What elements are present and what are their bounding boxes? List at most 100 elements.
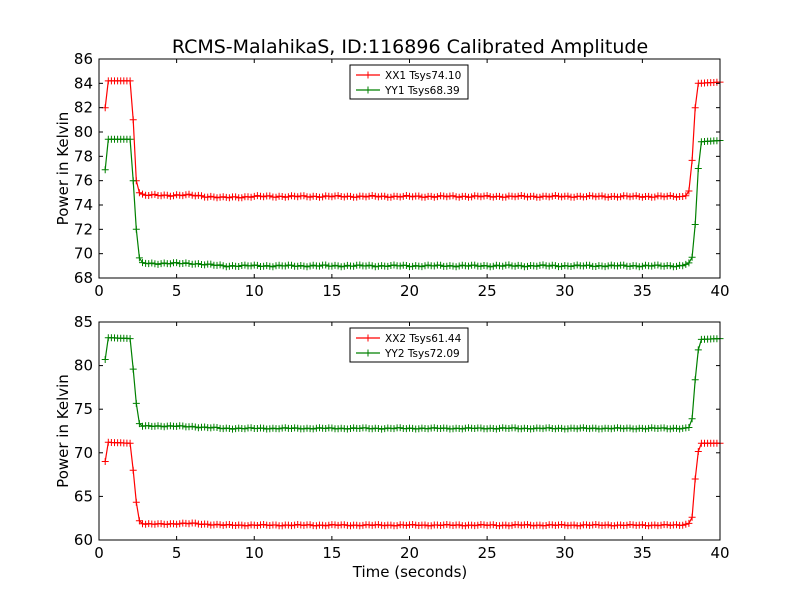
data-point-marker — [157, 520, 165, 528]
data-point-marker — [204, 193, 212, 201]
data-point-marker — [409, 424, 417, 432]
data-point-marker — [328, 424, 336, 432]
data-point-marker — [129, 177, 137, 185]
y-tick-label: 72 — [74, 220, 93, 238]
data-point-marker — [623, 521, 631, 529]
data-point-marker — [617, 193, 625, 201]
data-point-marker — [275, 425, 283, 433]
x-tick-label: 35 — [633, 282, 652, 300]
data-point-marker — [418, 263, 426, 271]
data-point-marker — [278, 193, 286, 200]
legend: XX2 Tsys61.44 YY2 Tsys72.09 — [349, 327, 469, 363]
data-point-marker — [204, 520, 212, 528]
y-tick-label: 68 — [74, 269, 93, 287]
legend-marker — [364, 334, 372, 342]
x-tick-label: 25 — [478, 544, 497, 562]
data-point-marker — [530, 425, 538, 433]
data-point-marker — [325, 192, 333, 200]
y-tick-label: 80 — [74, 357, 93, 375]
data-point-marker — [132, 399, 140, 407]
data-point-marker — [694, 346, 702, 354]
x-tick-label: 30 — [555, 544, 574, 562]
data-point-marker — [688, 156, 696, 164]
data-point-marker — [474, 192, 482, 200]
data-point-marker — [660, 262, 668, 270]
data-point-marker — [340, 262, 348, 270]
data-point-marker — [353, 193, 361, 201]
data-point-marker — [235, 263, 243, 270]
data-point-marker — [598, 425, 606, 433]
data-point-marker — [632, 425, 640, 433]
data-point-marker — [483, 262, 491, 270]
y-tick-label: 76 — [74, 172, 93, 190]
data-point-marker — [564, 192, 572, 200]
data-point-marker — [657, 192, 665, 200]
data-point-marker — [530, 192, 538, 200]
data-point-marker — [306, 521, 314, 529]
series-xx2 — [101, 438, 724, 530]
x-tick-label: 10 — [245, 544, 264, 562]
data-point-marker — [288, 261, 295, 269]
data-point-marker — [185, 260, 193, 267]
data-point-marker — [170, 192, 177, 200]
data-point-marker — [502, 521, 510, 529]
y-tick-label: 75 — [74, 400, 93, 418]
figure-title: RCMS-MalahikaS, ID:116896 Calibrated Amp… — [172, 36, 648, 58]
y-tick-label: 85 — [74, 313, 93, 331]
data-point-marker — [306, 193, 314, 201]
data-point-marker — [685, 187, 693, 195]
x-tick-label: 35 — [633, 544, 652, 562]
data-point-marker — [253, 192, 261, 200]
data-point-marker — [306, 262, 314, 270]
data-point-marker — [483, 192, 491, 200]
data-point-marker — [455, 193, 463, 201]
data-point-marker — [505, 261, 513, 269]
data-point-marker — [573, 261, 581, 269]
data-point-marker — [272, 193, 280, 201]
data-point-marker — [691, 104, 699, 112]
data-point-marker — [524, 262, 531, 270]
x-tick-label: 40 — [710, 282, 729, 300]
data-point-marker — [139, 520, 146, 528]
data-point-marker — [520, 192, 528, 200]
series-line — [104, 441, 720, 527]
series-xx1 — [101, 77, 724, 202]
data-point-marker — [173, 259, 181, 267]
data-point-marker — [297, 262, 305, 269]
data-point-marker — [654, 261, 662, 269]
data-point-marker — [458, 261, 466, 269]
x-tick-label: 25 — [478, 282, 497, 300]
data-point-marker — [207, 260, 215, 268]
data-point-marker — [505, 425, 513, 432]
data-point-marker — [166, 260, 174, 268]
data-point-marker — [592, 263, 600, 270]
data-point-marker — [356, 261, 364, 269]
data-point-marker — [347, 192, 354, 200]
x-tick-label: 40 — [710, 544, 729, 562]
data-point-marker — [151, 190, 159, 198]
data-point-marker — [682, 520, 690, 528]
data-point-marker — [216, 261, 224, 269]
data-point-marker — [145, 422, 153, 430]
data-point-marker — [511, 193, 519, 201]
data-point-marker — [347, 522, 354, 530]
legend-box — [349, 64, 469, 100]
data-point-marker — [586, 261, 594, 269]
data-point-marker — [135, 189, 143, 197]
data-point-marker — [508, 521, 516, 529]
data-point-marker — [139, 190, 146, 198]
data-point-marker — [517, 262, 525, 270]
data-point-marker — [614, 262, 621, 270]
data-point-marker — [638, 193, 646, 201]
data-point-marker — [356, 425, 364, 432]
data-point-marker — [406, 192, 413, 200]
x-tick-label: 10 — [245, 282, 264, 300]
data-point-marker — [415, 425, 423, 433]
data-point-marker — [465, 262, 472, 270]
x-tick-label: 15 — [322, 282, 341, 300]
data-point-marker — [210, 193, 218, 201]
data-point-marker — [440, 192, 448, 200]
data-point-marker — [492, 425, 500, 433]
data-point-marker — [225, 262, 233, 270]
